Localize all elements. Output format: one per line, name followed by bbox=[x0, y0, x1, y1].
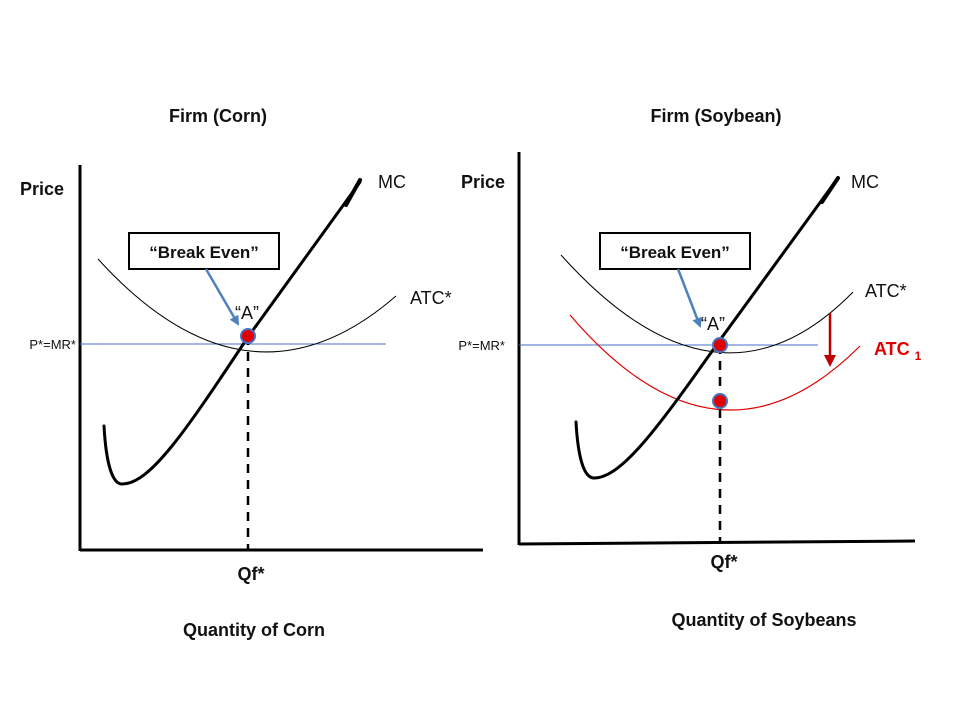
left-mc-tip bbox=[344, 178, 362, 207]
right-atc1-label-text: ATC bbox=[874, 339, 910, 359]
left-price-line-label: P*=MR* bbox=[29, 337, 76, 352]
right-callout-arrow bbox=[676, 268, 702, 328]
left-quantity-label: Qf* bbox=[238, 564, 265, 584]
left-panel: Firm (Corn) Price P*=MR* ATC* MC Qf* “Br… bbox=[20, 106, 483, 640]
left-y-axis-label: Price bbox=[20, 179, 64, 199]
right-x-axis bbox=[518, 539, 916, 546]
right-mc-label: MC bbox=[851, 172, 879, 192]
left-equilibrium-marker bbox=[240, 328, 256, 344]
left-mc-curve bbox=[102, 180, 362, 486]
right-mc-tip bbox=[820, 176, 840, 204]
right-atc1-label-subscript: 1 bbox=[915, 349, 922, 363]
left-atc-label: ATC* bbox=[410, 288, 452, 308]
right-atc-label: ATC* bbox=[865, 281, 907, 301]
right-atc1-curve bbox=[569, 314, 861, 411]
right-panel: Firm (Soybean) Price P*=MR* ATC* ATC 1 MC… bbox=[458, 106, 921, 630]
right-x-axis-label: Quantity of Soybeans bbox=[671, 610, 856, 630]
right-atc1-marker bbox=[712, 393, 728, 409]
left-break-even-box bbox=[128, 232, 280, 270]
left-atc-curve bbox=[97, 258, 397, 353]
right-break-even-box bbox=[599, 232, 751, 270]
left-break-even-text: “Break Even” bbox=[149, 243, 259, 262]
right-quantity-label: Qf* bbox=[711, 552, 738, 572]
right-y-axis-label: Price bbox=[461, 172, 505, 192]
right-point-label: “A” bbox=[701, 314, 725, 334]
right-atc1-label: ATC 1 bbox=[874, 339, 922, 363]
left-panel-title: Firm (Corn) bbox=[169, 106, 267, 126]
left-point-label: “A” bbox=[235, 303, 259, 323]
right-mc-curve bbox=[574, 180, 837, 480]
left-x-axis-label: Quantity of Corn bbox=[183, 620, 325, 640]
right-break-even-text: “Break Even” bbox=[620, 243, 730, 262]
right-equilibrium-marker bbox=[712, 337, 728, 353]
right-panel-title: Firm (Soybean) bbox=[650, 106, 781, 126]
right-price-line-label: P*=MR* bbox=[458, 338, 505, 353]
left-callout-arrow bbox=[204, 268, 240, 326]
left-mc-label: MC bbox=[378, 172, 406, 192]
